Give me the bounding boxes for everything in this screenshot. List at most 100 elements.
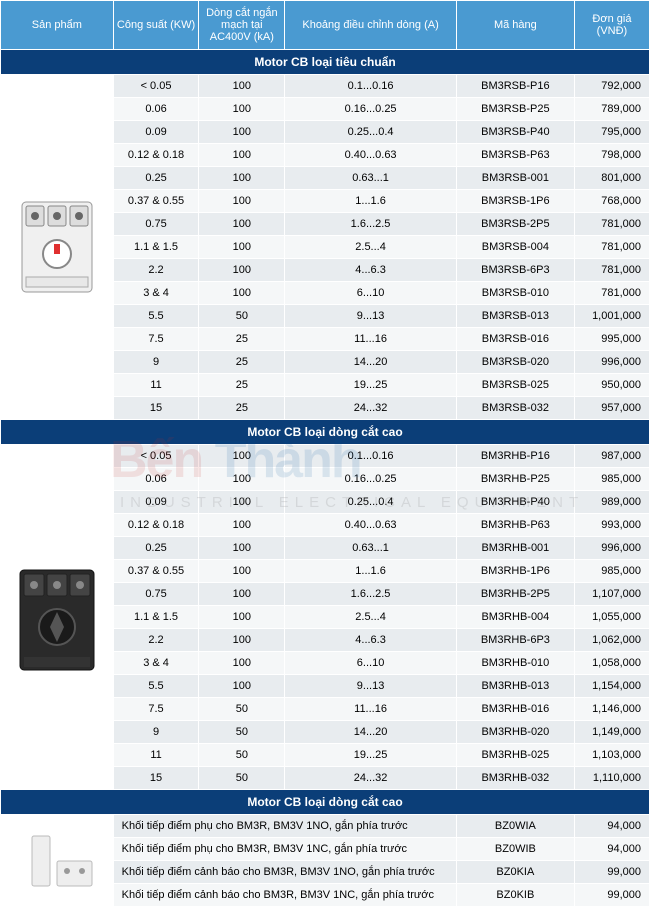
cell: 3 & 4 (113, 652, 199, 675)
cell: BM3RSB-P16 (456, 75, 574, 98)
cell: 995,000 (574, 328, 649, 351)
cell-desc: Khối tiếp điểm phụ cho BM3R, BM3V 1NC, g… (113, 838, 456, 861)
cell: 100 (199, 144, 285, 167)
cell: 1...1.6 (285, 190, 457, 213)
cell: BM3RSB-P63 (456, 144, 574, 167)
cell: BM3RHB-P40 (456, 491, 574, 514)
cell: BM3RHB-6P3 (456, 629, 574, 652)
cell: BM3RSB-P25 (456, 98, 574, 121)
cell: 11...16 (285, 698, 457, 721)
cell: 7.5 (113, 328, 199, 351)
cell: 2.5...4 (285, 236, 457, 259)
cell: 1,154,000 (574, 675, 649, 698)
cell: 15 (113, 767, 199, 790)
cell: 94,000 (574, 815, 649, 838)
cell: 2.5...4 (285, 606, 457, 629)
cell: 768,000 (574, 190, 649, 213)
cell: 1.6...2.5 (285, 583, 457, 606)
cell: 100 (199, 282, 285, 305)
cell: 987,000 (574, 445, 649, 468)
section-title: Motor CB loại dòng cắt cao (1, 420, 650, 445)
cell: 1,058,000 (574, 652, 649, 675)
cell: 14...20 (285, 351, 457, 374)
cell: 100 (199, 121, 285, 144)
cell: 789,000 (574, 98, 649, 121)
cell: 11...16 (285, 328, 457, 351)
cell: 11 (113, 744, 199, 767)
cell: 0.40...0.63 (285, 144, 457, 167)
cell: 50 (199, 744, 285, 767)
cell: 996,000 (574, 351, 649, 374)
cell: 996,000 (574, 537, 649, 560)
cell: 99,000 (574, 884, 649, 907)
section-title: Motor CB loại tiêu chuẩn (1, 50, 650, 75)
cell: BZ0KIB (456, 884, 574, 907)
cell: 100 (199, 259, 285, 282)
cell: 801,000 (574, 167, 649, 190)
cell: < 0.05 (113, 75, 199, 98)
cell: 100 (199, 560, 285, 583)
product-image (1, 815, 114, 907)
cell: 99,000 (574, 861, 649, 884)
cell: BZ0WIB (456, 838, 574, 861)
cell: BM3RHB-032 (456, 767, 574, 790)
cell: 0.37 & 0.55 (113, 560, 199, 583)
cell: < 0.05 (113, 445, 199, 468)
cell: 5.5 (113, 675, 199, 698)
cell: 0.12 & 0.18 (113, 144, 199, 167)
section-title: Motor CB loại dòng cắt cao (1, 790, 650, 815)
cell: 50 (199, 698, 285, 721)
cell: 985,000 (574, 468, 649, 491)
cell: 0.40...0.63 (285, 514, 457, 537)
cell: 100 (199, 98, 285, 121)
cell: 11 (113, 374, 199, 397)
cell: 100 (199, 629, 285, 652)
cell: BM3RHB-020 (456, 721, 574, 744)
cell: 100 (199, 675, 285, 698)
cell: BM3RSB-020 (456, 351, 574, 374)
cell: 100 (199, 491, 285, 514)
cell: 100 (199, 167, 285, 190)
table-row: < 0.051000.1...0.16BM3RHB-P16987,000 (1, 445, 650, 468)
cell: 781,000 (574, 236, 649, 259)
cell: 6...10 (285, 652, 457, 675)
cell-desc: Khối tiếp điểm cảnh báo cho BM3R, BM3V 1… (113, 861, 456, 884)
cell: 0.63...1 (285, 167, 457, 190)
cell: BM3RHB-016 (456, 698, 574, 721)
cell: 0.12 & 0.18 (113, 514, 199, 537)
cell: 1,103,000 (574, 744, 649, 767)
cell: 795,000 (574, 121, 649, 144)
cell: 798,000 (574, 144, 649, 167)
cell: 0.75 (113, 583, 199, 606)
cell: 1,001,000 (574, 305, 649, 328)
cell-desc: Khối tiếp điểm cảnh báo cho BM3R, BM3V 1… (113, 884, 456, 907)
cell: 0.63...1 (285, 537, 457, 560)
cell: 9...13 (285, 675, 457, 698)
cell: BM3RSB-2P5 (456, 213, 574, 236)
cell: 0.16...0.25 (285, 468, 457, 491)
cell: BM3RHB-013 (456, 675, 574, 698)
cell: BM3RSB-P40 (456, 121, 574, 144)
cell: BM3RHB-P25 (456, 468, 574, 491)
cell: BM3RSB-016 (456, 328, 574, 351)
cell: 19...25 (285, 744, 457, 767)
cell: BM3RHB-025 (456, 744, 574, 767)
cell: 2.2 (113, 259, 199, 282)
cell: BM3RSB-004 (456, 236, 574, 259)
cell: 25 (199, 351, 285, 374)
cell: 0.75 (113, 213, 199, 236)
cell: 6...10 (285, 282, 457, 305)
cell: BM3RHB-010 (456, 652, 574, 675)
cell: 792,000 (574, 75, 649, 98)
cell: 2.2 (113, 629, 199, 652)
cell: BM3RSB-010 (456, 282, 574, 305)
col-header-4: Mã hàng (456, 1, 574, 50)
cell: BM3RSB-025 (456, 374, 574, 397)
cell: 7.5 (113, 698, 199, 721)
cell: 1,149,000 (574, 721, 649, 744)
table-row: Khối tiếp điểm phụ cho BM3R, BM3V 1NO, g… (1, 815, 650, 838)
cell: 781,000 (574, 282, 649, 305)
cell: 0.25...0.4 (285, 491, 457, 514)
cell: BM3RSB-001 (456, 167, 574, 190)
cell: 100 (199, 236, 285, 259)
